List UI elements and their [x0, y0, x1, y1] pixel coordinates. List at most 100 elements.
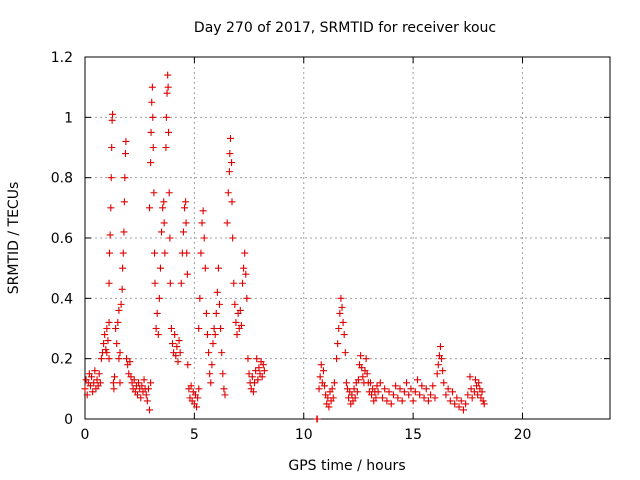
data-point [258, 373, 266, 381]
data-point [165, 128, 173, 136]
data-point [147, 159, 155, 167]
data-point [120, 198, 128, 206]
data-point [236, 306, 244, 314]
data-point [102, 346, 110, 354]
data-point [199, 207, 207, 215]
data-point [467, 385, 475, 393]
data-point [337, 294, 345, 302]
y-tick-label: 0 [64, 412, 73, 428]
data-point [175, 337, 183, 345]
x-tick-label: 20 [514, 427, 532, 443]
data-point [400, 388, 408, 396]
data-point [182, 198, 190, 206]
data-point [164, 71, 172, 79]
data-point [379, 394, 386, 402]
y-tick-label: 0.2 [51, 352, 73, 368]
data-point [115, 306, 123, 314]
data-point [166, 279, 174, 287]
data-point [211, 331, 219, 339]
data-point [107, 204, 115, 212]
data-point [252, 367, 260, 375]
data-point [88, 373, 96, 381]
data-point [339, 318, 347, 326]
data-point [177, 279, 185, 287]
data-point [200, 234, 208, 242]
data-point [385, 388, 393, 396]
data-point [229, 234, 237, 242]
chart-title: Day 270 of 2017, SRMTID for receiver kou… [194, 20, 496, 36]
data-point [160, 198, 168, 206]
data-point [372, 394, 380, 402]
data-point [151, 279, 159, 287]
data-point [341, 349, 349, 357]
data-point [459, 406, 467, 414]
data-point [470, 388, 478, 396]
data-point [216, 300, 224, 308]
data-point [135, 379, 143, 387]
data-point [358, 364, 366, 372]
data-point [420, 394, 428, 402]
data-point [151, 249, 159, 257]
data-point [249, 388, 257, 396]
data-point [319, 367, 327, 375]
data-point [368, 391, 376, 399]
data-point [119, 249, 127, 257]
data-point [81, 385, 89, 393]
data-point [148, 98, 156, 106]
data-point [148, 83, 156, 91]
data-point [100, 340, 108, 348]
data-point [162, 144, 170, 151]
data-point [194, 394, 202, 402]
data-point [232, 318, 240, 326]
data-point [239, 279, 246, 287]
data-point [449, 388, 456, 396]
data-point [201, 264, 209, 272]
data-point [389, 391, 397, 399]
data-point [224, 189, 232, 197]
y-tick-label: 0.8 [51, 171, 73, 187]
data-point [193, 403, 201, 411]
data-point [411, 388, 419, 396]
data-point [126, 358, 134, 366]
data-point [225, 168, 233, 176]
data-point [212, 309, 220, 317]
data-point [210, 325, 218, 332]
data-point [159, 204, 167, 212]
data-point [169, 340, 176, 348]
x-tick-label: 0 [81, 427, 90, 443]
data-point [106, 231, 114, 239]
data-point [338, 303, 346, 311]
data-point [187, 382, 195, 390]
data-point [223, 219, 231, 227]
y-axis-label: SRMTID / TECUs [6, 182, 22, 295]
data-point [153, 309, 161, 317]
data-point [127, 373, 135, 381]
data-point [120, 228, 128, 236]
data-point [202, 309, 210, 317]
data-point [214, 264, 222, 272]
data-point [165, 189, 173, 197]
data-point [117, 300, 125, 308]
data-point [316, 373, 324, 381]
data-point [325, 403, 333, 411]
data-point [381, 385, 389, 393]
data-point [86, 382, 94, 390]
data-point [207, 379, 215, 387]
data-point [396, 385, 404, 393]
x-axis-label: GPS time / hours [288, 458, 405, 474]
data-point [444, 385, 452, 393]
data-point [342, 379, 350, 387]
data-point [119, 264, 127, 272]
data-point [114, 318, 122, 326]
data-point [83, 391, 91, 399]
data-point [103, 349, 111, 357]
data-point [462, 400, 470, 408]
data-point [156, 264, 164, 272]
data-point [254, 376, 262, 384]
data-point [147, 379, 155, 387]
data-point [440, 379, 448, 387]
data-point [146, 204, 154, 212]
data-point [149, 144, 157, 151]
data-point [398, 397, 406, 405]
